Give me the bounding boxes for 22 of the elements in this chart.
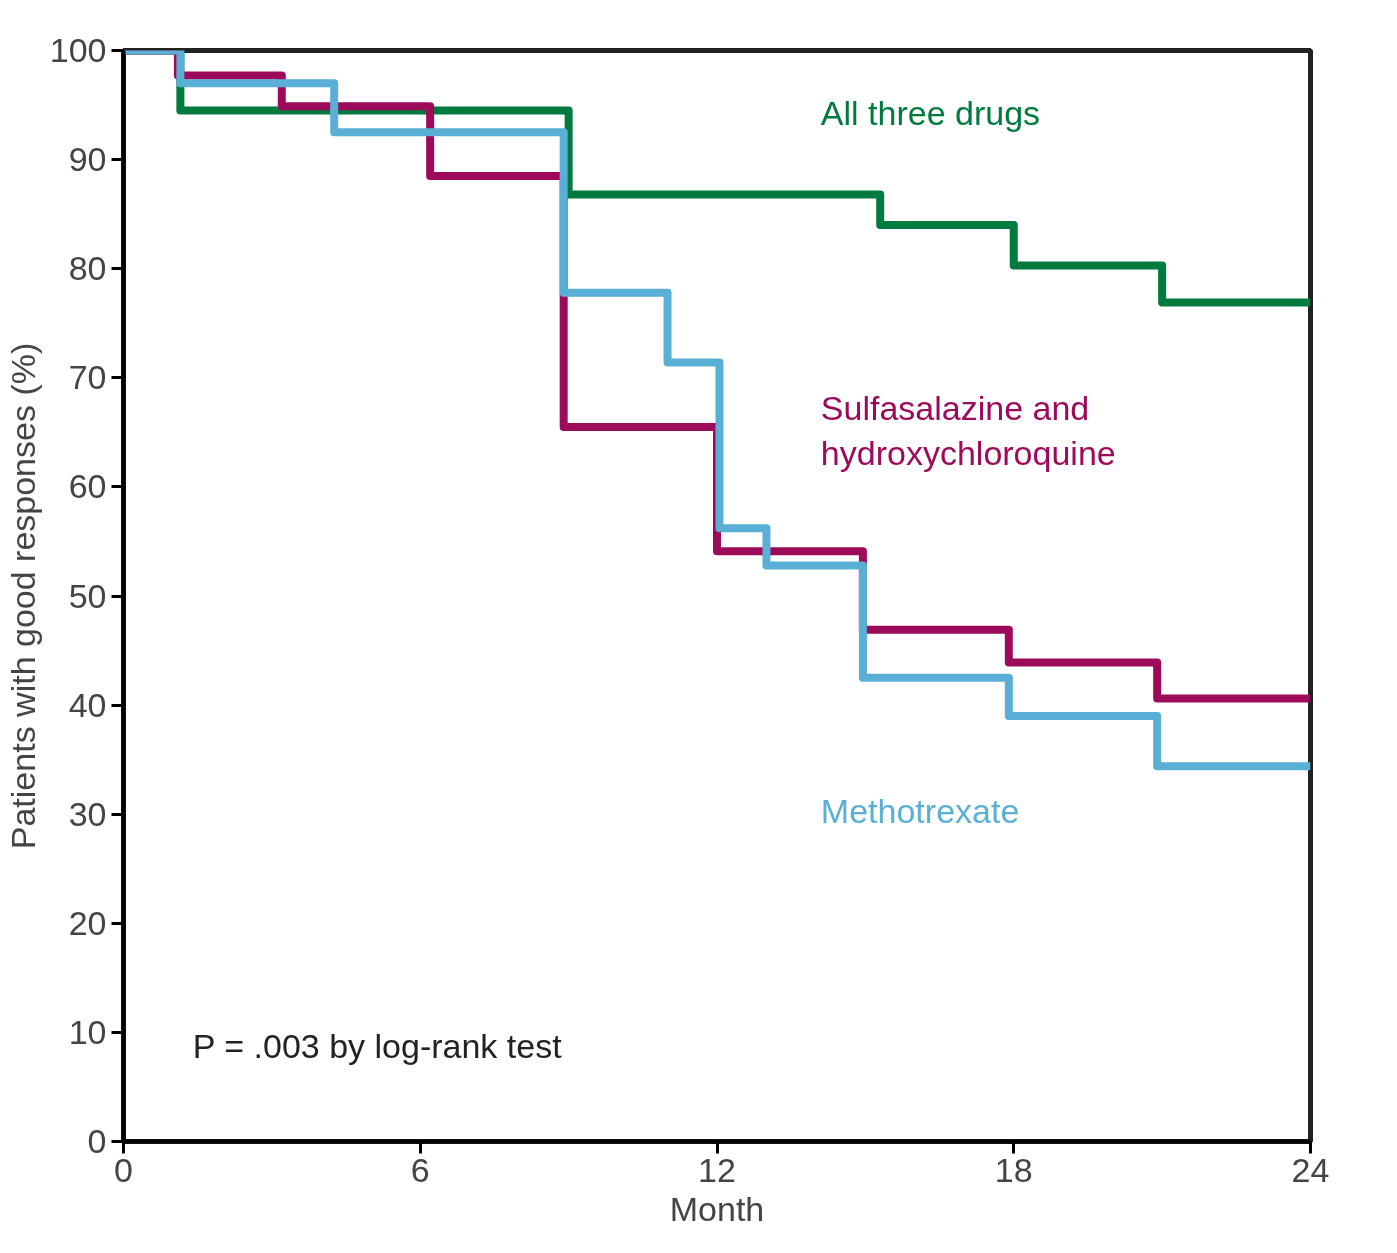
- x-tick-label: 6: [410, 1150, 430, 1189]
- text: Sulfasalazine and hydroxychloroquine: [820, 388, 1116, 473]
- x-tick-label: 18: [994, 1150, 1033, 1189]
- y-axis-title: Patients with good responses (%): [3, 342, 42, 850]
- y-tick-label: 0: [87, 1122, 107, 1160]
- y-tick-label: 30: [68, 794, 107, 833]
- x-tick-label: 24: [1291, 1150, 1330, 1189]
- y-tick-label: 80: [68, 249, 107, 288]
- x-tick-label: 12: [698, 1150, 736, 1189]
- y-tick-label: 20: [68, 903, 107, 942]
- x-tick-label: 0: [114, 1150, 133, 1189]
- y-tick-label: 50: [68, 576, 107, 615]
- y-tick-label: 40: [68, 685, 107, 724]
- series-label: All three drugs: [820, 94, 1041, 133]
- text: Methotrexate: [820, 792, 1020, 831]
- y-tick-label: 60: [68, 467, 107, 506]
- x-axis-title: Month: [669, 1189, 765, 1228]
- y-tick-label: 90: [68, 140, 107, 179]
- y-tick-label: 100: [49, 31, 107, 69]
- y-tick-label: 70: [68, 358, 107, 397]
- y-tick-label: 10: [68, 1012, 107, 1051]
- annotation: P = .003 by log-rank test: [192, 1027, 563, 1066]
